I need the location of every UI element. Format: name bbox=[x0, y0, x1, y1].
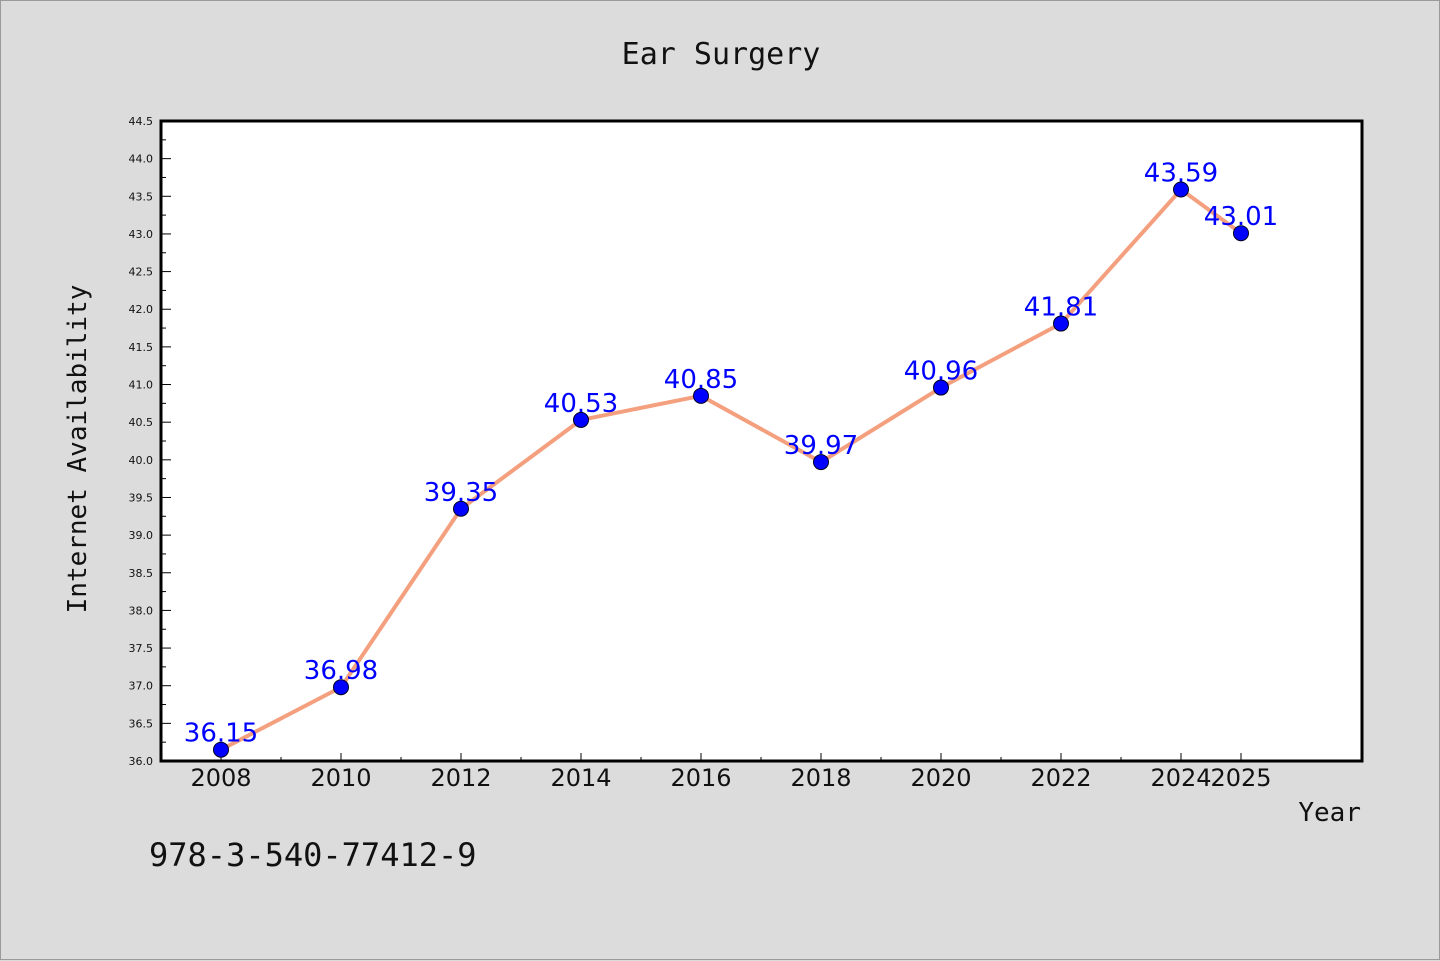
data-point-marker bbox=[1053, 315, 1069, 332]
data-point-marker bbox=[213, 741, 229, 758]
y-tick-label: 36.0 bbox=[129, 755, 154, 768]
series-line bbox=[219, 187, 1243, 752]
x-tick-label: 2024 bbox=[1150, 764, 1211, 792]
footer-isbn: 978-3-540-77412-9 bbox=[149, 836, 477, 874]
data-label: 40.85 bbox=[664, 365, 738, 395]
data-point-marker bbox=[1173, 181, 1189, 198]
y-tick-label: 41.5 bbox=[129, 341, 154, 354]
data-label: 39.35 bbox=[424, 478, 498, 508]
data-point-marker bbox=[573, 411, 589, 428]
y-tick-label: 42.0 bbox=[129, 303, 154, 316]
plot-border bbox=[159, 119, 1364, 763]
data-point-marker bbox=[1233, 225, 1249, 242]
y-tick-label: 37.0 bbox=[129, 680, 154, 693]
x-tick-label: 2020 bbox=[910, 764, 971, 792]
data-point-marker bbox=[813, 454, 829, 471]
x-tick-label: 2012 bbox=[430, 764, 491, 792]
y-tick-label: 37.5 bbox=[129, 642, 154, 655]
y-axis-ticks: 36.0 36.5 37.0 37.5 38.0 38.5 39.0 39.5 40.0 40.5… bbox=[129, 115, 171, 768]
y-tick-label: 39.5 bbox=[129, 491, 154, 504]
data-label: 36.98 bbox=[304, 656, 378, 686]
data-label: 41.81 bbox=[1024, 293, 1098, 323]
x-tick-label: 2010 bbox=[310, 764, 371, 792]
x-tick-label: 2014 bbox=[550, 764, 611, 792]
y-tick-label: 39.0 bbox=[129, 529, 154, 542]
y-axis-label: Internet Availability bbox=[63, 285, 93, 614]
data-label: 39.97 bbox=[784, 431, 858, 461]
data-label: 43.01 bbox=[1204, 202, 1278, 232]
data-label: 40.96 bbox=[904, 357, 978, 387]
data-label: 40.53 bbox=[544, 389, 618, 419]
data-points bbox=[213, 181, 1249, 758]
y-tick-label: 40.0 bbox=[129, 454, 154, 467]
data-point-marker bbox=[333, 679, 349, 696]
chart-title: Ear Surgery bbox=[622, 37, 821, 72]
data-point-marker bbox=[453, 500, 469, 517]
y-tick-label: 38.0 bbox=[129, 604, 154, 617]
y-tick-label: 43.5 bbox=[129, 190, 154, 203]
data-label: 43.59 bbox=[1144, 159, 1218, 189]
data-point-marker bbox=[693, 387, 709, 404]
data-point-marker bbox=[933, 379, 949, 396]
data-label: 36.15 bbox=[184, 719, 258, 749]
y-tick-label: 42.5 bbox=[129, 266, 154, 279]
y-tick-label: 44.0 bbox=[129, 153, 154, 166]
x-axis-label: Year bbox=[1298, 798, 1361, 828]
data-labels: 36.15 36.98 39.35 40.53 40.85 39.97 40.96 41.81… bbox=[184, 159, 1278, 749]
y-tick-label: 36.5 bbox=[129, 717, 154, 730]
y-tick-label: 38.5 bbox=[129, 567, 154, 580]
y-tick-label: 43.0 bbox=[129, 228, 154, 241]
x-tick-label: 2025 bbox=[1210, 764, 1271, 792]
x-tick-label: 2008 bbox=[190, 764, 251, 792]
x-tick-label: 2016 bbox=[670, 764, 731, 792]
x-tick-label: 2022 bbox=[1030, 764, 1091, 792]
x-tick-label: 2018 bbox=[790, 764, 851, 792]
y-tick-label: 40.5 bbox=[129, 416, 154, 429]
y-tick-label: 44.5 bbox=[129, 115, 154, 128]
y-tick-label: 41.0 bbox=[129, 379, 154, 392]
